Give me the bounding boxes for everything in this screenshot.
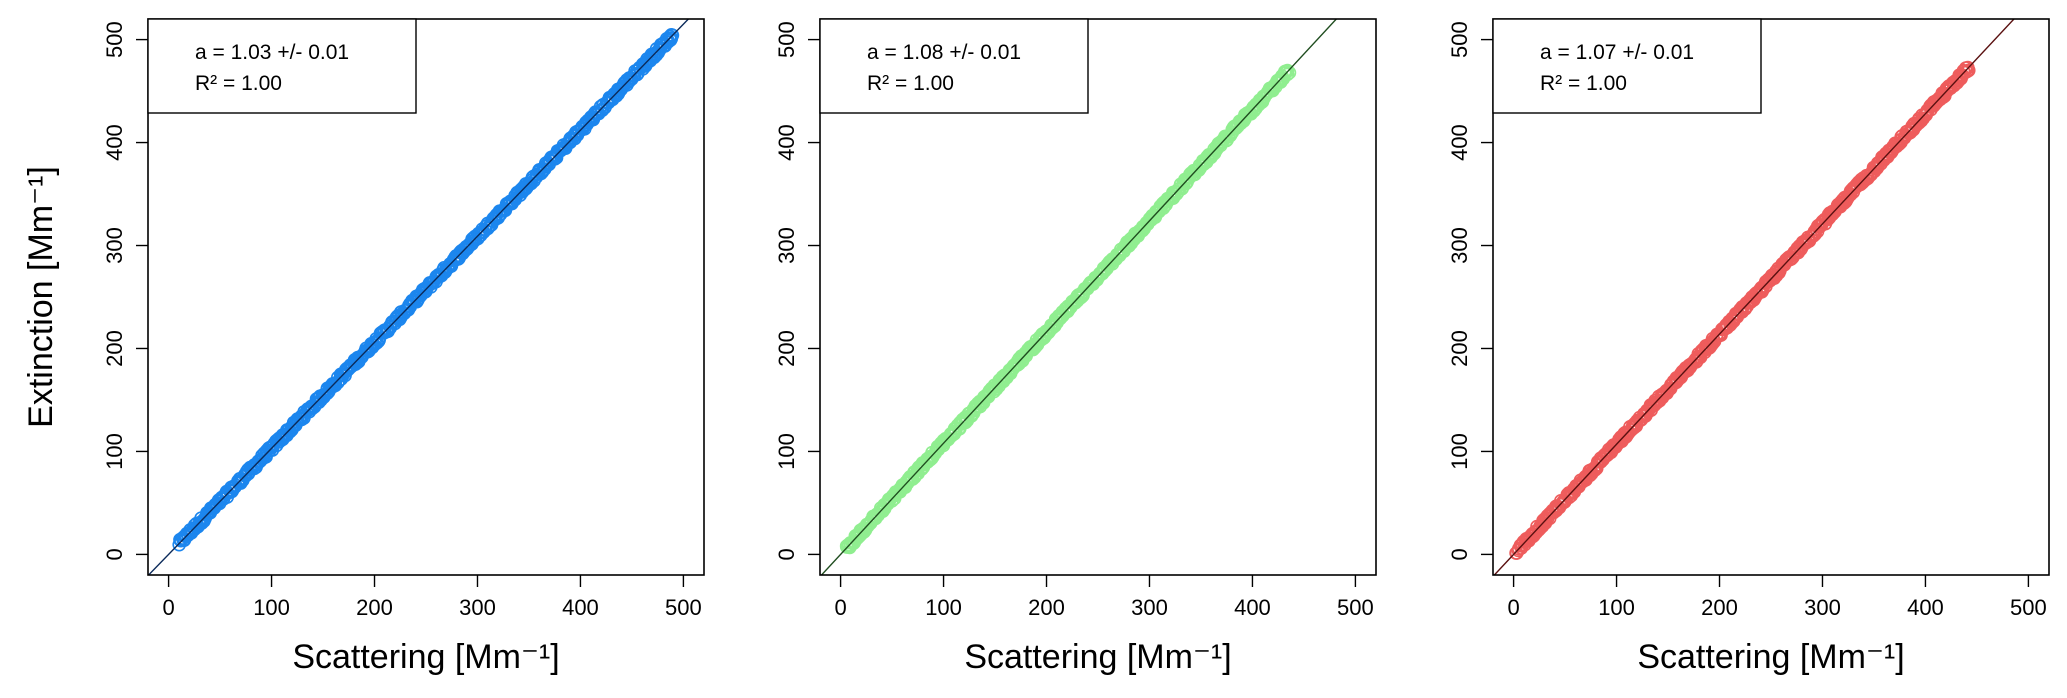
x-tick-label: 300: [1131, 595, 1168, 620]
slope-text: a = 1.07 +/- 0.01: [1540, 41, 1694, 64]
y-axis: 0 100 200 300 400 500: [102, 21, 148, 561]
x-tick-label: 100: [1598, 595, 1635, 620]
x-tick-label: 100: [925, 595, 962, 620]
panel-3: a = 1.07 +/- 0.01 R² = 1.00 0 100 200 300 400 5…: [1447, 18, 2050, 676]
y-tick-label: 0: [102, 548, 127, 560]
panel-1: a = 1.03 +/- 0.01 R² = 1.00 0 100 200 300 400 5…: [102, 18, 705, 676]
y-tick-label: 0: [1447, 548, 1472, 560]
r-squared-text: R² = 1.00: [195, 72, 282, 95]
y-tick-label: 300: [1447, 227, 1472, 264]
slope-text: a = 1.08 +/- 0.01: [867, 41, 1021, 64]
y-tick-label: 300: [102, 227, 127, 264]
y-tick-label: 500: [102, 21, 127, 58]
y-tick-label: 300: [774, 227, 799, 264]
y-tick-label: 400: [1447, 124, 1472, 161]
scatter-points: [839, 63, 1297, 555]
y-tick-label: 400: [774, 124, 799, 161]
x-tick-label: 0: [162, 595, 174, 620]
fit-line: [820, 19, 1338, 575]
x-axis-title: Scattering [Mm⁻¹]: [964, 638, 1231, 676]
y-tick-label: 500: [1447, 21, 1472, 58]
y-tick-label: 200: [102, 330, 127, 367]
annotation-box: a = 1.08 +/- 0.01 R² = 1.00: [819, 18, 1089, 114]
data-point: [1961, 63, 1976, 78]
y-tick-label: 200: [1447, 330, 1472, 367]
x-tick-label: 200: [1028, 595, 1065, 620]
plot-frame: [819, 18, 1377, 576]
data-point: [1280, 63, 1295, 78]
x-tick-label: 400: [1907, 595, 1944, 620]
y-tick-label: 100: [1447, 433, 1472, 470]
y-axis: 0 100 200 300 400 500: [774, 21, 820, 561]
x-tick-label: 500: [665, 595, 702, 620]
y-tick-label: 500: [774, 21, 799, 58]
x-tick-label: 500: [2010, 595, 2047, 620]
x-tick-label: 200: [356, 595, 393, 620]
y-axis: 0 100 200 300 400 500: [1447, 21, 1493, 561]
fit-line: [1493, 19, 2015, 575]
x-tick-label: 400: [1234, 595, 1271, 620]
y-tick-label: 100: [774, 433, 799, 470]
y-tick-label: 100: [102, 433, 127, 470]
fit-line: [148, 19, 690, 575]
x-tick-label: 400: [562, 595, 599, 620]
plot-frame: [147, 18, 705, 576]
scatter-points: [172, 28, 680, 552]
y-tick-label: 400: [102, 124, 127, 161]
plot-frame: [1492, 18, 2050, 576]
scatter-points: [1509, 60, 1976, 560]
x-axis: 0 100 200 300 400 500: [162, 575, 702, 620]
x-tick-label: 100: [253, 595, 290, 620]
data-point: [665, 28, 680, 43]
x-axis-title: Scattering [Mm⁻¹]: [292, 638, 559, 676]
data-point: [1280, 67, 1295, 82]
x-axis: 0 100 200 300 400 500: [1507, 575, 2047, 620]
y-tick-label: 200: [774, 330, 799, 367]
x-axis-title: Scattering [Mm⁻¹]: [1637, 638, 1904, 676]
x-axis: 0 100 200 300 400 500: [834, 575, 1374, 620]
x-tick-label: 300: [1804, 595, 1841, 620]
slope-text: a = 1.03 +/- 0.01: [195, 41, 349, 64]
r-squared-text: R² = 1.00: [867, 72, 954, 95]
r-squared-text: R² = 1.00: [1540, 72, 1627, 95]
x-tick-label: 200: [1701, 595, 1738, 620]
x-tick-label: 0: [1507, 595, 1519, 620]
y-tick-label: 0: [774, 548, 799, 560]
annotation-box: a = 1.03 +/- 0.01 R² = 1.00: [147, 18, 417, 114]
annotation-box: a = 1.07 +/- 0.01 R² = 1.00: [1492, 18, 1762, 114]
data-point: [1282, 65, 1297, 80]
figure-ylabel: Extinction [Mm⁻¹]: [22, 166, 60, 428]
panel-2: a = 1.08 +/- 0.01 R² = 1.00 0 100 200 300 400 5…: [774, 18, 1377, 676]
x-tick-label: 500: [1337, 595, 1374, 620]
x-tick-label: 0: [834, 595, 846, 620]
x-tick-label: 300: [459, 595, 496, 620]
